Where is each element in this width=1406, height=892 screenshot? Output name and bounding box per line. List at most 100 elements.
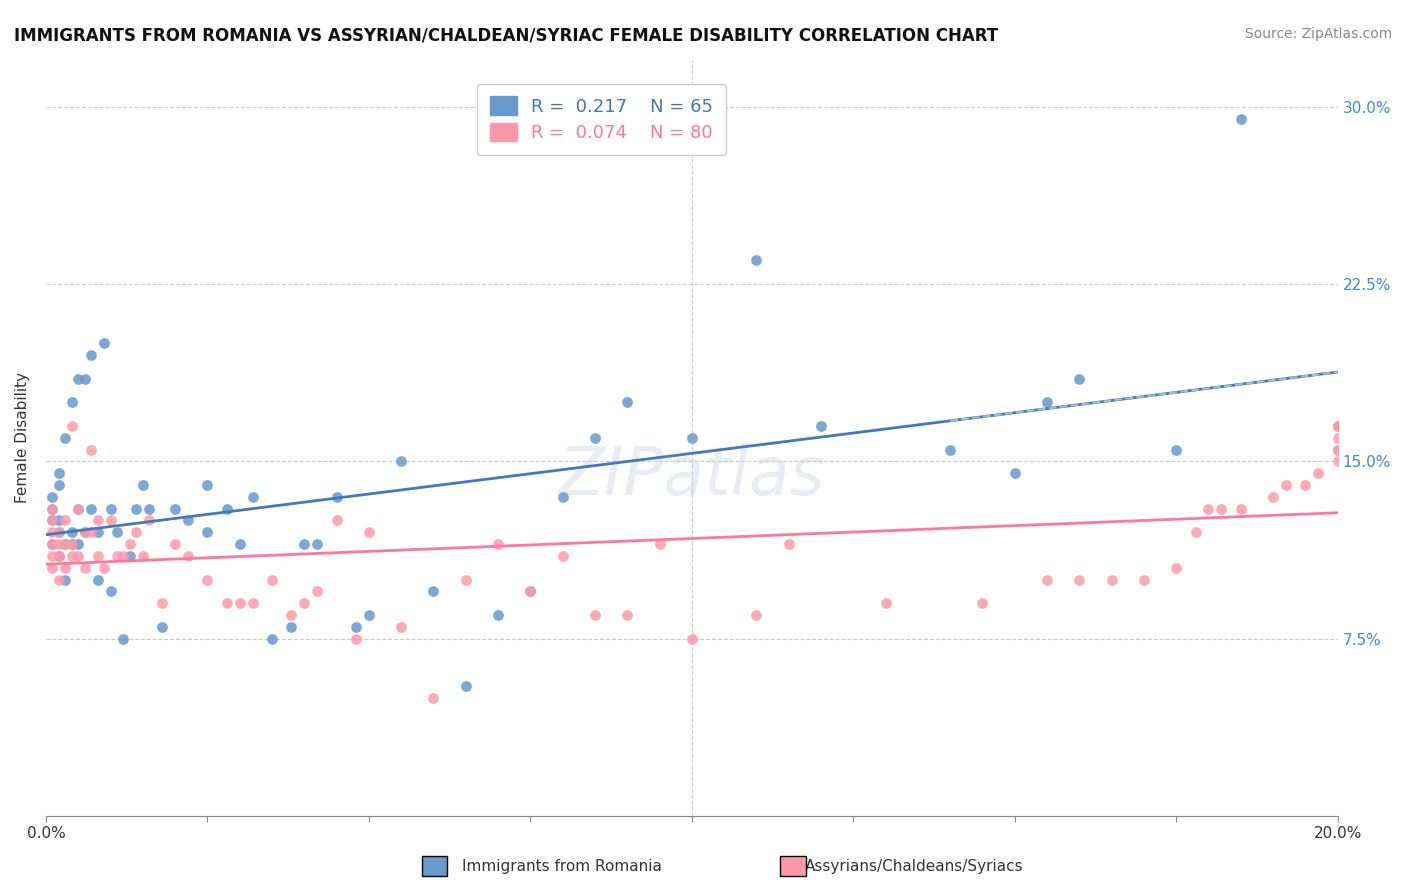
Point: [100, 584, 122, 599]
Point: [1326, 454, 1348, 468]
Point: [307, 537, 329, 551]
Point: [292, 537, 315, 551]
Point: [86, 513, 108, 527]
Point: [1326, 442, 1348, 457]
Point: [242, 490, 264, 504]
Point: [215, 596, 238, 610]
Point: [41, 501, 63, 516]
Point: [48, 466, 70, 480]
Point: [41, 513, 63, 527]
Point: [48, 478, 70, 492]
Point: [41, 513, 63, 527]
Point: [80, 348, 103, 362]
Point: [73, 525, 96, 540]
Point: [118, 549, 141, 563]
Point: [551, 549, 574, 563]
Point: [48, 549, 70, 563]
Point: [53, 431, 76, 445]
Point: [73, 525, 96, 540]
Point: [53, 537, 76, 551]
Point: [344, 632, 367, 646]
Point: [1004, 466, 1026, 480]
Point: [150, 596, 173, 610]
Point: [80, 525, 103, 540]
Point: [41, 549, 63, 563]
Point: [307, 584, 329, 599]
Point: [53, 573, 76, 587]
Point: [1069, 573, 1091, 587]
Point: [454, 573, 477, 587]
Point: [48, 537, 70, 551]
Point: [165, 537, 187, 551]
Point: [1326, 442, 1348, 457]
Y-axis label: Female Disability: Female Disability: [15, 372, 30, 503]
Point: [100, 501, 122, 516]
Point: [875, 596, 897, 610]
Point: [616, 607, 638, 622]
Point: [972, 596, 994, 610]
Point: [80, 442, 103, 457]
Point: [228, 537, 250, 551]
Point: [1308, 466, 1330, 480]
Point: [53, 513, 76, 527]
Point: [486, 537, 509, 551]
Point: [344, 620, 367, 634]
Point: [73, 560, 96, 574]
Point: [53, 560, 76, 574]
Point: [778, 537, 800, 551]
Point: [280, 620, 302, 634]
Point: [41, 537, 63, 551]
Point: [1036, 395, 1059, 409]
Point: [125, 525, 148, 540]
Point: [67, 549, 90, 563]
Point: [100, 513, 122, 527]
Point: [197, 573, 219, 587]
Point: [1198, 501, 1220, 516]
Point: [80, 501, 103, 516]
Point: [810, 419, 832, 434]
Point: [48, 573, 70, 587]
Point: [583, 607, 606, 622]
Point: [41, 501, 63, 516]
Point: [422, 690, 444, 705]
Point: [389, 620, 412, 634]
Point: [67, 372, 90, 386]
Point: [60, 395, 83, 409]
Point: [93, 560, 115, 574]
Point: [197, 478, 219, 492]
Point: [1229, 501, 1251, 516]
Legend: R =  0.217    N = 65, R =  0.074    N = 80: R = 0.217 N = 65, R = 0.074 N = 80: [477, 84, 725, 155]
Text: Source: ZipAtlas.com: Source: ZipAtlas.com: [1244, 27, 1392, 41]
Point: [681, 632, 703, 646]
Point: [292, 596, 315, 610]
Point: [132, 549, 155, 563]
Point: [60, 549, 83, 563]
Point: [1069, 372, 1091, 386]
Point: [60, 525, 83, 540]
Point: [389, 454, 412, 468]
Point: [422, 584, 444, 599]
Point: [745, 253, 768, 268]
Point: [939, 442, 962, 457]
Point: [41, 490, 63, 504]
Point: [48, 549, 70, 563]
Point: [86, 525, 108, 540]
Point: [280, 607, 302, 622]
Point: [486, 607, 509, 622]
Point: [583, 431, 606, 445]
Text: IMMIGRANTS FROM ROMANIA VS ASSYRIAN/CHALDEAN/SYRIAC FEMALE DISABILITY CORRELATIO: IMMIGRANTS FROM ROMANIA VS ASSYRIAN/CHAL…: [14, 27, 998, 45]
Point: [125, 501, 148, 516]
Point: [648, 537, 671, 551]
Point: [112, 632, 135, 646]
Point: [197, 525, 219, 540]
Point: [357, 607, 380, 622]
Point: [454, 679, 477, 693]
Point: [242, 596, 264, 610]
Point: [1184, 525, 1206, 540]
Point: [519, 584, 541, 599]
Point: [325, 513, 347, 527]
Point: [325, 490, 347, 504]
Point: [138, 513, 160, 527]
Point: [93, 336, 115, 351]
Point: [86, 573, 108, 587]
